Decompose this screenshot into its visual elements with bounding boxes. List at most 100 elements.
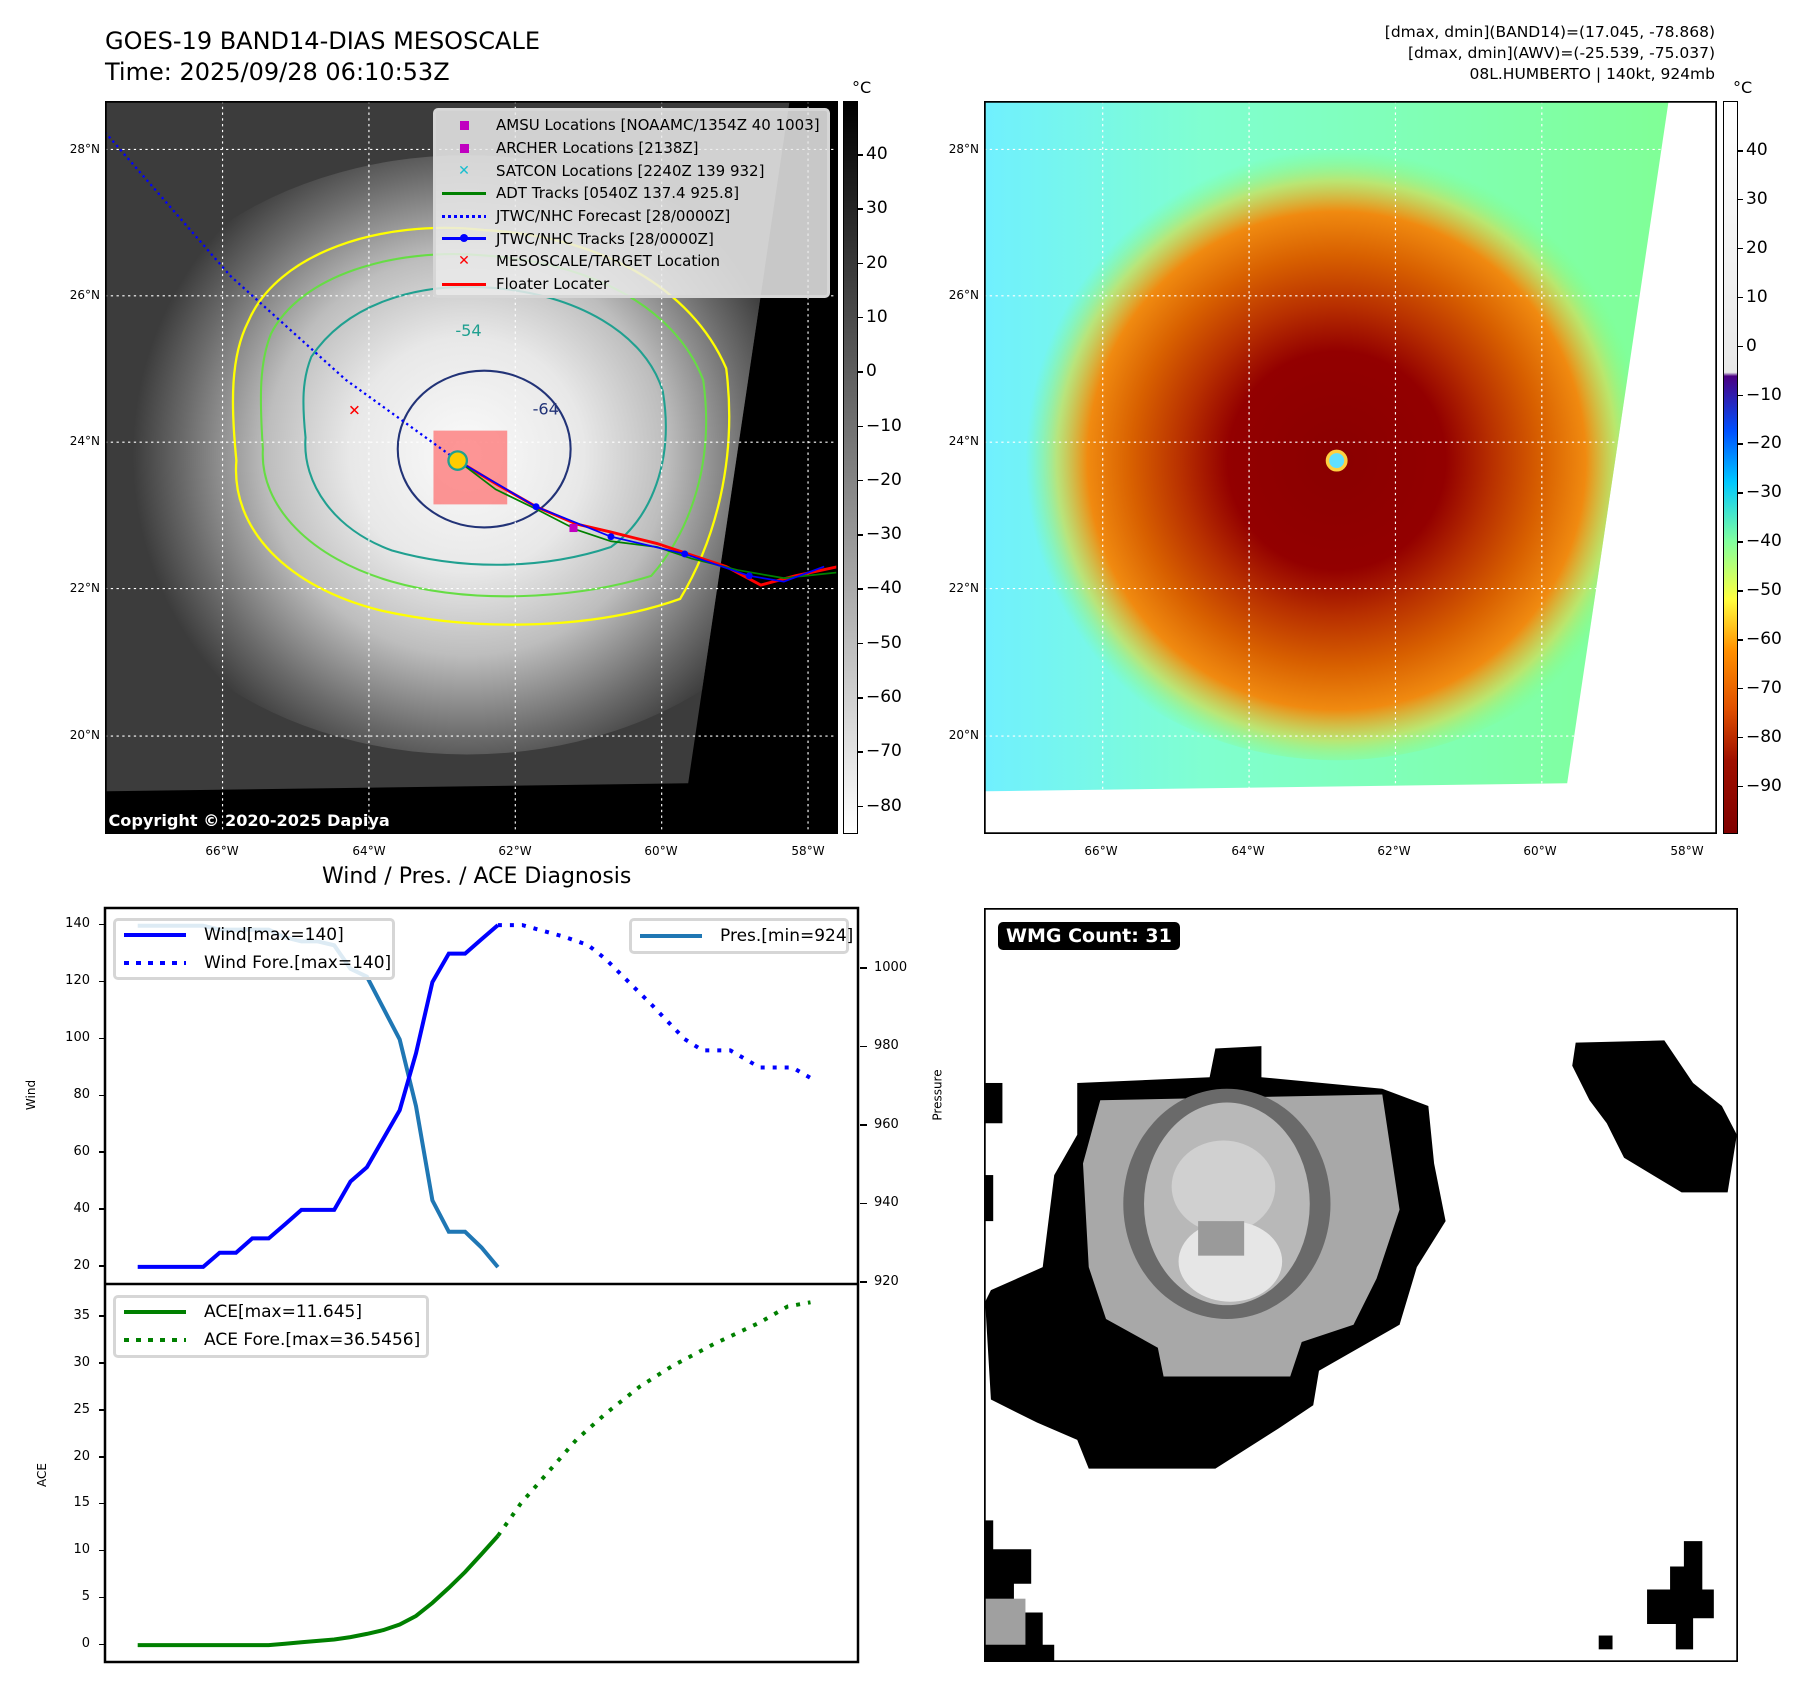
- storm-summary: 08L.HUMBERTO | 140kt, 924mb: [1469, 65, 1716, 83]
- lon-label: 58°W: [1670, 844, 1704, 858]
- storm-eye: [1325, 449, 1348, 472]
- legend-marker-icon: ✕: [458, 162, 470, 179]
- legend-marker-icon: [442, 277, 486, 291]
- lon-label: 62°W: [498, 844, 532, 858]
- copyright-text: Copyright © 2020-2025 Dapiya: [108, 811, 389, 830]
- ace-tick: 0: [50, 1636, 106, 1651]
- colorbar-tick: −70: [1737, 677, 1782, 698]
- legend-ace-fore: ACE Fore.[max=36.5456]: [204, 1330, 421, 1350]
- wind-tick: 60: [50, 1144, 106, 1159]
- mesoscale-target-marker: ✕: [348, 402, 361, 420]
- colorbar-tick: −90: [1737, 775, 1782, 796]
- pressure-tick: 940: [860, 1195, 899, 1211]
- legend-label: AMSU Locations [NOAAMC/1354Z 40 1003]: [496, 116, 820, 135]
- map-legend-item: ✕ SATCON Locations [2240Z 139 932]: [442, 159, 821, 182]
- band14-range: [dmax, dmin](BAND14)=(17.045, -78.868): [1384, 23, 1715, 41]
- title-product: GOES-19 BAND14-DIAS MESOSCALE: [105, 27, 541, 55]
- legend-label: JTWC/NHC Tracks [28/0000Z]: [496, 229, 714, 248]
- awv-map-canvas: [982, 99, 1719, 836]
- legend-marker-icon: [442, 209, 486, 223]
- lat-label: 26°N: [948, 288, 979, 302]
- legend-ace: ACE[max=11.645]: [204, 1302, 362, 1322]
- colorbar-tick: 30: [857, 198, 888, 219]
- pressure-axis-label: Pressure: [930, 1069, 945, 1121]
- wind-tick: 20: [50, 1258, 106, 1273]
- contour-label-54: -54: [455, 321, 481, 340]
- lat-label: 28°N: [69, 142, 100, 156]
- ace-fore-swatch: [124, 1338, 186, 1342]
- wind-tick: 100: [50, 1030, 106, 1045]
- lat-label: 24°N: [948, 434, 979, 448]
- map-legend: AMSU Locations [NOAAMC/1354Z 40 1003] ARC…: [433, 108, 830, 298]
- contour-label-64: -64: [533, 399, 559, 418]
- title-time: Time: 2025/09/28 06:10:53Z: [105, 58, 450, 86]
- legend-wind-fore: Wind Fore.[max=140]: [204, 953, 392, 973]
- ace-tick: 35: [50, 1308, 106, 1323]
- ace-tick: 30: [50, 1355, 106, 1370]
- map-legend-item: AMSU Locations [NOAAMC/1354Z 40 1003]: [442, 114, 821, 137]
- legend-label: JTWC/NHC Forecast [28/0000Z]: [496, 207, 731, 226]
- lon-label: 60°W: [1523, 844, 1557, 858]
- colorbar-tick: 20: [857, 252, 888, 273]
- map-legend-item: ADT Tracks [0540Z 137.4 925.8]: [442, 182, 821, 205]
- lat-label: 20°N: [948, 728, 979, 742]
- colorbar-tick: −70: [857, 741, 902, 762]
- diagnosis-title: Wind / Pres. / ACE Diagnosis: [322, 864, 632, 889]
- colorbar-tick: −40: [1737, 531, 1782, 552]
- wind-forecast-line: [497, 923, 814, 1081]
- colorbar-tick: 10: [857, 306, 888, 327]
- ace-forecast-line: [496, 1300, 811, 1538]
- colorbar-tick: −30: [1737, 482, 1782, 503]
- legend-label: SATCON Locations [2240Z 139 932]: [496, 161, 765, 180]
- legend-marker-icon: [442, 232, 486, 246]
- lat-label: 24°N: [69, 434, 100, 448]
- colorbar-tick: −10: [1737, 384, 1782, 405]
- awv-colorbar-unit: °C: [1733, 78, 1753, 97]
- wmg-grid: [982, 906, 1740, 1664]
- map-gridlines: [984, 101, 1717, 834]
- colorbar-tick: 0: [1737, 335, 1757, 356]
- wind-swatch: [124, 933, 186, 937]
- colorbar-tick: 40: [857, 144, 888, 164]
- lon-label: 64°W: [352, 844, 386, 858]
- wind-tick: 80: [50, 1087, 106, 1102]
- pressure-tick: 920: [860, 1273, 899, 1289]
- legend-label: Floater Locater: [496, 275, 610, 294]
- map-legend-item: ✕ MESOSCALE/TARGET Location: [442, 250, 821, 273]
- ace-axis-label: ACE: [34, 1463, 49, 1487]
- pressure-tick: 960: [860, 1116, 899, 1132]
- wind-legend: Wind[max=140] Wind Fore.[max=140]: [113, 918, 395, 980]
- ace-tick: 20: [50, 1449, 106, 1464]
- colorbar-tick: −60: [857, 687, 902, 707]
- legend-marker-icon: [442, 118, 486, 132]
- colorbar-tick: −80: [857, 795, 902, 816]
- jtwc-forecast-track: [104, 131, 459, 462]
- colorbar-tick: −20: [857, 469, 902, 490]
- pres-swatch: [640, 934, 702, 938]
- colorbar-tick: −80: [1737, 726, 1782, 747]
- wmg-count-badge: WMG Count: 31: [998, 922, 1180, 950]
- colorbar-tick: 0: [857, 361, 877, 382]
- legend-label: ADT Tracks [0540Z 137.4 925.8]: [496, 184, 740, 203]
- archer-marker: [569, 523, 578, 533]
- legend-wind: Wind[max=140]: [204, 925, 344, 945]
- colorbar-tick: −30: [857, 524, 902, 545]
- colorbar-tick: 30: [1737, 188, 1768, 209]
- lon-label: 58°W: [791, 844, 825, 858]
- pressure-legend: Pres.[min=924]: [629, 918, 853, 954]
- colorbar-tick: 10: [1737, 286, 1768, 307]
- ace-legend: ACE[max=11.645] ACE Fore.[max=36.5456]: [113, 1295, 429, 1358]
- legend-marker-icon: ✕: [458, 253, 470, 270]
- legend-marker-icon: [442, 186, 486, 200]
- map-legend-item: JTWC/NHC Tracks [28/0000Z]: [442, 227, 821, 250]
- ace-tick: 15: [50, 1495, 106, 1510]
- colorbar-tick: −60: [1737, 629, 1782, 649]
- contour-navy: [396, 369, 572, 529]
- map-legend-item: Floater Locater: [442, 273, 821, 296]
- legend-label: MESOSCALE/TARGET Location: [496, 252, 721, 271]
- lat-label: 26°N: [69, 288, 100, 302]
- colorbar-tick: 20: [1737, 237, 1768, 258]
- wind-tick: 40: [50, 1201, 106, 1216]
- colorbar-tick: −40: [857, 578, 902, 599]
- lon-label: 66°W: [205, 844, 239, 858]
